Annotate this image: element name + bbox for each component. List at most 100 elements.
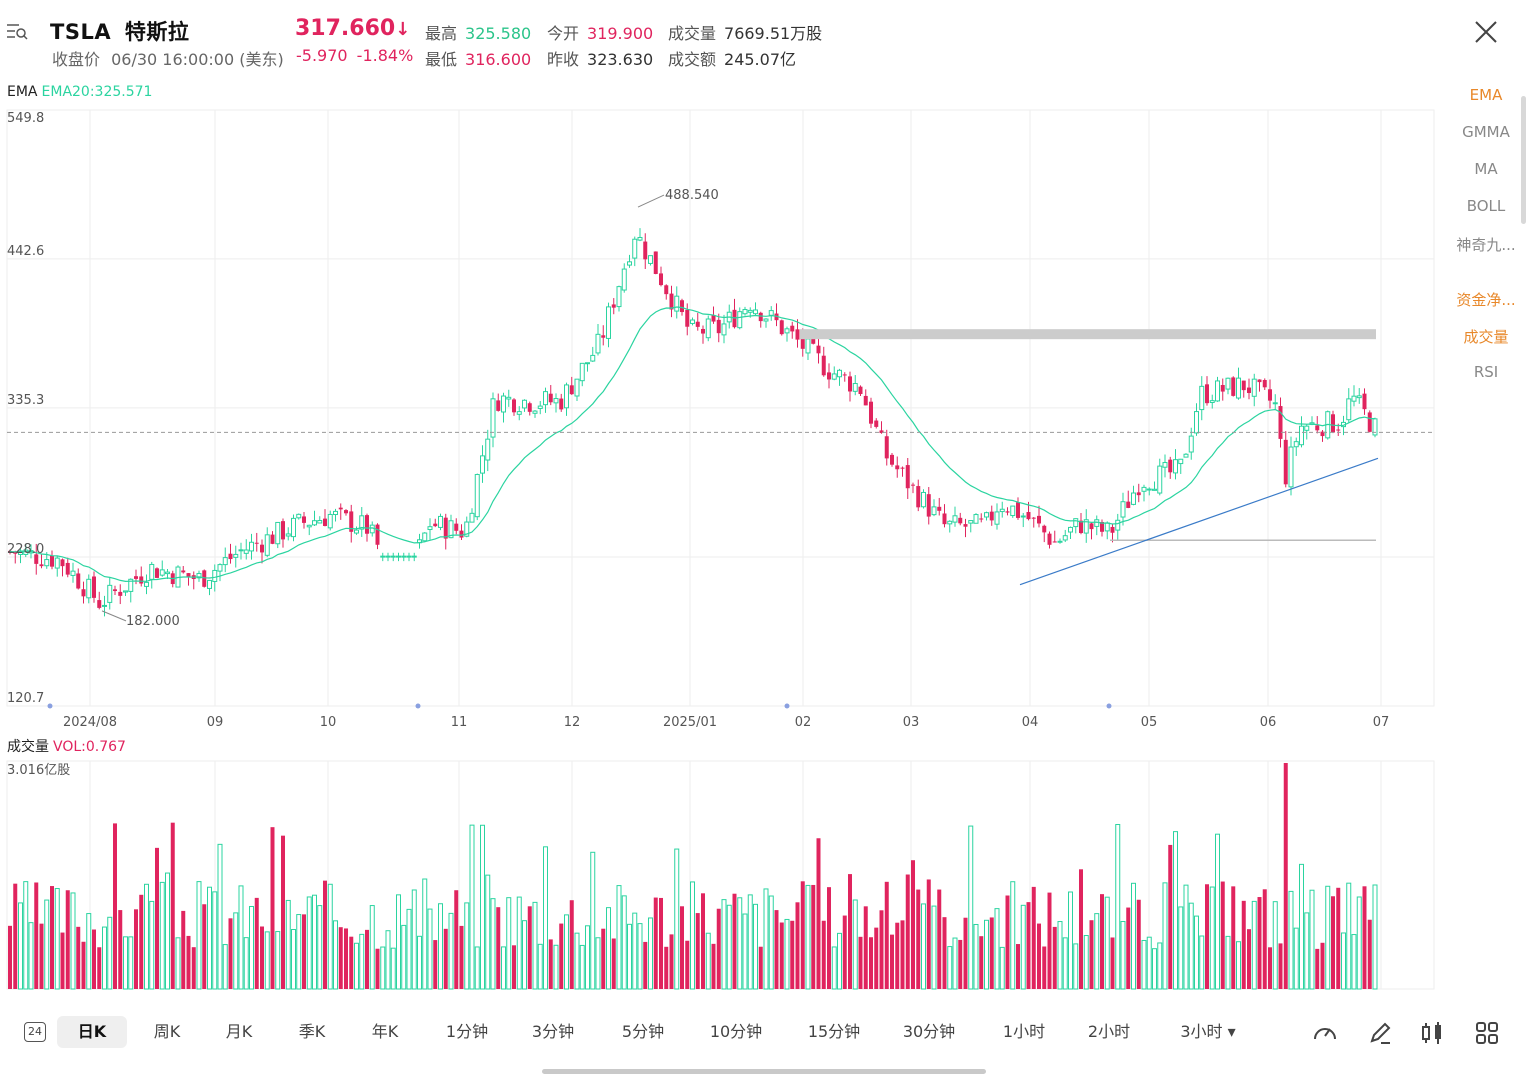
candle-body-down (874, 420, 879, 427)
grid-layout-icon[interactable] (1474, 1020, 1500, 1046)
home-indicator[interactable] (542, 1069, 986, 1074)
indicator-ma[interactable]: MA (1474, 160, 1498, 178)
indicator-boll[interactable]: BOLL (1466, 197, 1506, 215)
volume-chart[interactable]: 3.016亿股 (0, 755, 1440, 995)
candle-body-down (1136, 492, 1141, 496)
speedometer-icon[interactable] (1312, 1020, 1338, 1046)
indicator-ema[interactable]: EMA (1469, 86, 1503, 104)
candle-body-up (553, 398, 559, 404)
volume-bar-down (869, 937, 873, 989)
indicator-scrollbar[interactable] (1521, 96, 1526, 224)
volume-bar-up (1057, 921, 1063, 990)
candle-body-up (380, 555, 386, 558)
candle-body-up (737, 311, 743, 329)
indicator-magic-nine[interactable]: 神奇九... (1456, 236, 1516, 254)
candle-body-up (784, 328, 790, 334)
x-tick-label: 04 (1022, 715, 1039, 730)
candle-body-down (937, 506, 942, 511)
period-tab-0[interactable]: 日K (57, 1016, 127, 1048)
period-tab-12[interactable]: 2小时 (1087, 1022, 1131, 1041)
volume-bar-up (385, 930, 391, 990)
period-tab-9[interactable]: 15分钟 (807, 1022, 861, 1041)
indicator-net-flow[interactable]: 资金净... (1456, 291, 1516, 309)
period-tab-10[interactable]: 30分钟 (902, 1022, 956, 1041)
candle-body-up (1346, 398, 1352, 421)
volume-bar-up (1288, 890, 1294, 990)
volume-bar-up (1188, 902, 1194, 990)
volume-bar-up (1062, 937, 1068, 990)
candle-body-down (92, 576, 96, 598)
menu-search-icon[interactable] (6, 22, 28, 40)
candle-body-down (1100, 521, 1104, 532)
volume-bar-up (243, 937, 249, 990)
candle-body-up (579, 362, 585, 382)
candle-body-up (438, 515, 443, 528)
volume-bar-up (994, 908, 1000, 990)
trend-line (1019, 457, 1379, 586)
hours-24-icon[interactable]: 24 (24, 1022, 46, 1042)
candle-type-icon[interactable] (1420, 1020, 1446, 1046)
volume-bar-down (139, 894, 144, 989)
volume-bar-down (81, 941, 86, 989)
indicator-volume[interactable]: 成交量 (1463, 328, 1509, 346)
volume-bar-up (406, 908, 412, 990)
period-tab-3[interactable]: 季K (298, 1022, 326, 1041)
period-tab-2[interactable]: 月K (225, 1022, 253, 1041)
ema20-line (9, 306, 1376, 583)
candlestick-chart[interactable]: 488.540 182.000 549.8 442.6 335.3 228.0 120.7… (0, 100, 1440, 732)
x-tick-label: 02 (795, 715, 812, 730)
x-tick-label: 09 (207, 715, 224, 730)
period-tab-6[interactable]: 3分钟 (531, 1022, 575, 1041)
volume-bar-up (464, 902, 470, 990)
stat-prev-close: 昨收 323.630 (547, 50, 654, 69)
volume-bar-down (8, 925, 12, 989)
draw-pen-icon[interactable] (1367, 1020, 1393, 1046)
volume-bar-up (606, 907, 611, 990)
candle-body-down (1257, 379, 1262, 383)
period-tab-5[interactable]: 1分钟 (445, 1022, 489, 1041)
event-marker (47, 703, 53, 709)
candle-body-up (149, 563, 155, 580)
volume-bar-down (454, 890, 459, 989)
volume-bar-up (275, 931, 281, 990)
candle-body-down (1026, 512, 1031, 520)
candle-body-down (685, 309, 690, 327)
volume-bar-up (1251, 900, 1257, 990)
volume-bar-down (1079, 869, 1083, 989)
period-tab-11[interactable]: 1小时 (1002, 1022, 1046, 1041)
volume-bar-down (113, 823, 117, 989)
period-tab-1[interactable]: 周K (153, 1022, 181, 1041)
candle-body-up (485, 438, 491, 461)
candle-body-down (113, 589, 117, 592)
candle-body-down (795, 329, 800, 340)
volume-bar-down (821, 920, 826, 989)
period-tab-8[interactable]: 10分钟 (709, 1022, 763, 1041)
candle-body-up (448, 520, 454, 539)
volume-bar-down (65, 890, 70, 989)
candle-body-down (228, 553, 233, 560)
candle-body-up (1057, 540, 1063, 543)
candle-body-up (312, 520, 317, 526)
period-tab-13[interactable]: 3小时 ▾ (1180, 1022, 1236, 1041)
indicator-rsi[interactable]: RSI (1473, 363, 1499, 381)
volume-bar-down (559, 923, 564, 989)
volume-bar-down (155, 847, 159, 989)
volume-bar-up (768, 895, 774, 990)
volume-bar-down (13, 883, 18, 989)
volume-bar-down (569, 900, 574, 989)
candle-body-down (695, 321, 700, 327)
volume-bar-down (270, 827, 275, 989)
volume-bar-down (1231, 886, 1236, 989)
candle-body-up (852, 383, 858, 392)
candle-body-up (1094, 519, 1100, 527)
candle-body-down (181, 570, 186, 573)
change-value: -5.970 (296, 46, 348, 65)
volume-bar-down (989, 917, 994, 989)
indicator-gmma[interactable]: GMMA (1462, 123, 1510, 141)
period-tab-4[interactable]: 年K (371, 1022, 399, 1041)
close-icon[interactable] (1472, 18, 1500, 46)
volume-bar-up (1351, 934, 1357, 990)
period-tab-7[interactable]: 5分钟 (621, 1022, 665, 1041)
y-tick-label: 335.3 (7, 393, 44, 408)
volume-bar-up (1272, 901, 1278, 990)
